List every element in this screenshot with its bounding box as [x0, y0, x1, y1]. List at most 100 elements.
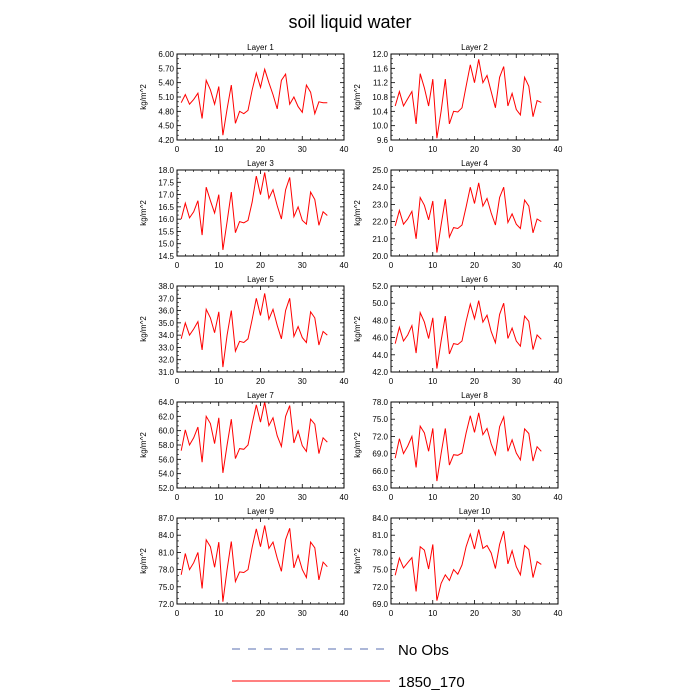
x-tick-label: 10 [428, 145, 437, 154]
chart-panel-8: Layer 8 kg/m^2 0 10 20 30 40 63.0 66.0 69.0 72.0 75… [353, 391, 563, 502]
x-tick-label: 20 [256, 261, 265, 270]
x-tick-label: 30 [298, 377, 307, 386]
y-tick-label: 37.0 [158, 294, 174, 303]
y-tick-label: 44.0 [372, 351, 388, 360]
y-tick-label: 15.5 [158, 227, 174, 236]
x-tick-label: 10 [428, 493, 437, 502]
y-tick-label: 24.0 [372, 183, 388, 192]
chart-panel-9: Layer 9 kg/m^2 0 10 20 30 40 72.0 75.0 78.0 81.0 84… [139, 507, 349, 618]
y-tick-label: 69.0 [372, 600, 388, 609]
y-tick-label: 56.0 [158, 455, 174, 464]
figure-title: soil liquid water [288, 12, 411, 32]
x-tick-label: 30 [512, 377, 521, 386]
x-tick-label: 10 [428, 261, 437, 270]
panel-title: Layer 8 [461, 391, 488, 400]
y-tick-label: 10.0 [372, 122, 388, 131]
y-axis-label: kg/m^2 [139, 432, 148, 458]
x-tick-label: 0 [389, 609, 394, 618]
plot-frame [176, 169, 345, 257]
y-tick-label: 63.0 [372, 484, 388, 493]
y-tick-label: 58.0 [158, 441, 174, 450]
panel-title: Layer 9 [247, 507, 274, 516]
x-tick-label: 40 [340, 377, 349, 386]
chart-panel-5: Layer 5 kg/m^2 0 10 20 30 40 31.0 32.0 33.0 34.0 35… [139, 275, 349, 386]
y-tick-label: 11.6 [373, 64, 389, 73]
x-tick-label: 40 [340, 261, 349, 270]
series-line-1850-170 [394, 412, 542, 482]
y-tick-label: 6.00 [158, 50, 174, 59]
y-axis-label: kg/m^2 [353, 316, 362, 342]
y-tick-label: 18.0 [158, 166, 174, 175]
y-tick-label: 14.5 [158, 252, 174, 261]
y-axis-label: kg/m^2 [353, 548, 362, 574]
x-tick-label: 40 [554, 377, 563, 386]
chart-panel-3: Layer 3 kg/m^2 0 10 20 30 40 14.5 15.0 15.5 16.0 16… [139, 159, 349, 270]
x-tick-label: 0 [389, 261, 394, 270]
y-tick-label: 72.0 [158, 600, 174, 609]
y-tick-label: 64.0 [158, 398, 174, 407]
y-tick-label: 20.0 [372, 252, 388, 261]
y-tick-label: 69.0 [372, 450, 388, 459]
series-line-1850-170 [180, 172, 328, 250]
plot-frame [390, 169, 559, 257]
x-tick-label: 20 [470, 261, 479, 270]
chart-panel-6: Layer 6 kg/m^2 0 10 20 30 40 42.0 44.0 46.0 48.0 50… [353, 275, 563, 386]
chart-panel-10: Layer 10 kg/m^2 0 10 20 30 40 69.0 72.0 75.0 78.0 8… [353, 507, 563, 618]
series-line-1850-170 [180, 293, 328, 368]
series-line-1850-170 [180, 401, 328, 473]
y-tick-label: 42.0 [372, 368, 388, 377]
y-tick-label: 5.40 [158, 79, 174, 88]
plot-frame [390, 401, 559, 489]
y-tick-label: 81.0 [372, 531, 388, 540]
y-tick-label: 46.0 [372, 334, 388, 343]
x-tick-label: 0 [175, 377, 180, 386]
y-axis-label: kg/m^2 [353, 200, 362, 226]
panel-title: Layer 7 [247, 391, 274, 400]
y-tick-label: 10.8 [372, 93, 388, 102]
legend: No Obs 1850_170 [232, 642, 465, 691]
x-tick-label: 10 [214, 377, 223, 386]
y-axis-label: kg/m^2 [139, 200, 148, 226]
y-tick-label: 22.0 [372, 218, 388, 227]
panel-title: Layer 2 [461, 43, 488, 52]
x-tick-label: 10 [214, 493, 223, 502]
panel-title: Layer 4 [461, 159, 488, 168]
plot-frame [390, 285, 559, 373]
series-line-1850-170 [394, 182, 542, 253]
y-tick-label: 62.0 [158, 412, 174, 421]
x-tick-label: 30 [298, 493, 307, 502]
plot-frame [390, 517, 559, 605]
x-tick-label: 30 [298, 261, 307, 270]
x-tick-label: 20 [470, 609, 479, 618]
series-line-1850-170 [394, 529, 542, 601]
y-tick-label: 23.0 [372, 200, 388, 209]
plot-frame [176, 517, 345, 605]
x-tick-label: 20 [470, 377, 479, 386]
y-tick-label: 31.0 [158, 368, 174, 377]
panel-title: Layer 10 [459, 507, 491, 516]
y-tick-label: 32.0 [158, 356, 174, 365]
panel-title: Layer 3 [247, 159, 274, 168]
y-tick-label: 72.0 [372, 583, 388, 592]
x-tick-label: 30 [298, 609, 307, 618]
x-tick-label: 10 [214, 609, 223, 618]
y-tick-label: 78.0 [372, 548, 388, 557]
panel-title: Layer 6 [461, 275, 488, 284]
y-tick-label: 4.20 [158, 136, 174, 145]
legend-label-no-obs: No Obs [398, 642, 449, 659]
y-tick-label: 54.0 [158, 470, 174, 479]
chart-panel-2: Layer 2 kg/m^2 0 10 20 30 40 9.6 10.0 10.4 10.8 11.… [353, 43, 563, 154]
plot-frame [390, 53, 559, 141]
x-tick-label: 30 [512, 145, 521, 154]
x-tick-label: 10 [428, 609, 437, 618]
x-tick-label: 40 [554, 493, 563, 502]
y-tick-label: 33.0 [158, 343, 174, 352]
y-tick-label: 15.0 [158, 240, 174, 249]
panel-title: Layer 5 [247, 275, 274, 284]
x-tick-label: 0 [389, 377, 394, 386]
series-line-1850-170 [180, 525, 328, 602]
plot-frame [176, 53, 345, 141]
x-tick-label: 40 [554, 261, 563, 270]
x-tick-label: 40 [554, 145, 563, 154]
